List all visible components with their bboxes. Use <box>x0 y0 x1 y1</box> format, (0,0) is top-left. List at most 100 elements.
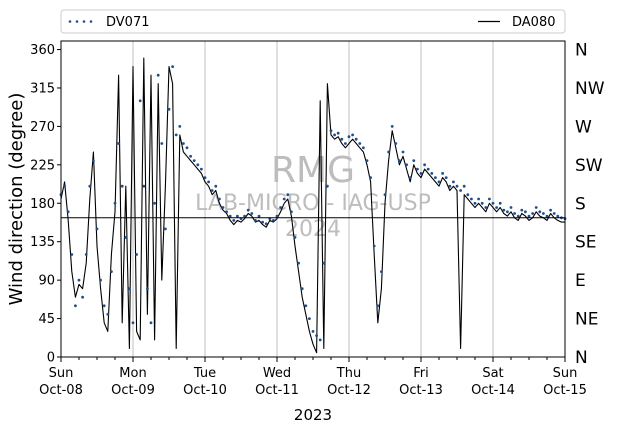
data-point-dv071 <box>124 236 128 239</box>
data-point-dv071 <box>416 167 419 171</box>
data-point-dv071 <box>311 330 315 333</box>
compass-label: S <box>575 194 586 214</box>
data-point-dv071 <box>444 176 448 180</box>
watermark: RMG LAB-MICRO - IAG-USP 2024 <box>195 150 431 242</box>
data-point-dv071 <box>423 163 426 167</box>
data-point-dv071 <box>329 129 333 133</box>
data-point-dv071 <box>362 146 365 150</box>
data-point-dv071 <box>66 210 70 214</box>
data-point-dv071 <box>250 212 254 215</box>
data-point-dv071 <box>120 184 124 188</box>
x-axis-label: 2023 <box>294 406 332 424</box>
y-axis: 0 45 90 135 180 225 270 315 360 <box>30 43 61 366</box>
data-point-dv071 <box>246 208 250 212</box>
data-point-dv071 <box>473 201 477 205</box>
data-point-dv071 <box>488 197 491 201</box>
x-tick-label-date: Oct-14 <box>471 383 515 398</box>
compass-label: SE <box>575 233 597 253</box>
data-point-dv071 <box>354 137 358 141</box>
x-tick-label-day: Sat <box>482 366 503 381</box>
data-point-dv071 <box>106 312 110 316</box>
watermark-subtitle: LAB-MICRO - IAG-USP <box>195 191 431 216</box>
data-point-dv071 <box>138 99 142 103</box>
series-dv071 <box>59 65 567 342</box>
data-point-dv071 <box>376 304 380 308</box>
data-point-dv071 <box>131 321 135 325</box>
y-tick-label: 90 <box>38 274 55 289</box>
x-tick-label-day: Tue <box>193 366 216 381</box>
data-point-dv071 <box>264 222 268 226</box>
compass-label: N <box>575 348 588 368</box>
data-point-dv071 <box>538 210 542 214</box>
data-point-dv071 <box>236 214 239 218</box>
data-point-dv071 <box>516 214 520 218</box>
x-tick-label-day: Thu <box>336 366 361 381</box>
data-point-dv071 <box>160 142 164 145</box>
y-tick-label: 225 <box>30 158 55 173</box>
data-point-dv071 <box>405 163 408 167</box>
data-point-dv071 <box>455 184 459 188</box>
data-point-dv071 <box>491 201 495 205</box>
data-point-dv071 <box>257 214 261 218</box>
y-tick-label: 270 <box>30 120 55 135</box>
x-tick-label-day: Fri <box>413 366 429 381</box>
data-point-dv071 <box>308 317 311 320</box>
data-point-dv071 <box>527 214 531 218</box>
data-point-dv071 <box>462 184 466 188</box>
compass-label: W <box>575 117 592 137</box>
data-point-dv071 <box>347 135 351 139</box>
data-point-dv071 <box>92 159 95 163</box>
data-point-dv071 <box>282 197 286 201</box>
x-tick-label-date: Oct-15 <box>543 383 587 398</box>
x-tick-label-date: Oct-11 <box>255 383 299 398</box>
series-line-da080 <box>60 57 565 354</box>
legend-da080-label: DA080 <box>512 15 556 30</box>
y-tick-label: 45 <box>38 312 55 327</box>
data-point-dv071 <box>506 210 509 214</box>
legend: DV071 DA080 <box>60 9 566 34</box>
data-point-dv071 <box>232 219 236 222</box>
data-point-dv071 <box>77 278 81 282</box>
data-point-dv071 <box>286 193 290 197</box>
data-point-dv071 <box>549 208 552 212</box>
x-tick-label-date: Oct-10 <box>183 383 227 398</box>
data-point-dv071 <box>290 210 293 214</box>
data-point-dv071 <box>556 214 560 218</box>
data-point-dv071 <box>182 142 185 145</box>
data-point-dv071 <box>142 184 146 188</box>
data-point-dv071 <box>524 210 527 214</box>
data-point-dv071 <box>117 142 120 145</box>
data-point-dv071 <box>153 201 157 205</box>
legend-dv071-marker <box>68 20 93 23</box>
compass-label: SW <box>575 156 603 176</box>
data-point-dv071 <box>214 184 218 188</box>
data-point-dv071 <box>110 270 113 273</box>
data-point-dv071 <box>99 278 102 282</box>
compass-label: NE <box>575 310 598 330</box>
data-point-dv071 <box>390 125 394 128</box>
y-tick-label: 0 <box>47 351 55 366</box>
data-point-dv071 <box>513 212 516 215</box>
x-tick-label-date: Oct-09 <box>111 383 155 398</box>
data-point-dv071 <box>88 184 92 188</box>
data-point-dv071 <box>146 287 149 291</box>
data-point-dv071 <box>210 189 214 192</box>
data-point-dv071 <box>509 206 513 209</box>
data-point-dv071 <box>322 261 326 265</box>
data-point-dv071 <box>434 176 437 180</box>
data-point-dv071 <box>542 212 545 215</box>
data-point-dv071 <box>426 167 430 171</box>
data-point-dv071 <box>171 65 175 68</box>
data-point-dv071 <box>203 176 207 180</box>
watermark-title: RMG <box>271 150 355 191</box>
data-point-dv071 <box>448 184 452 188</box>
data-point-dv071 <box>156 73 160 77</box>
data-point-dv071 <box>470 197 473 201</box>
legend-dot <box>68 20 72 23</box>
data-point-dv071 <box>200 167 203 171</box>
data-point-dv071 <box>225 210 229 214</box>
data-point-dv071 <box>358 142 362 145</box>
x-tick-label-date: Oct-12 <box>327 383 371 398</box>
data-point-dv071 <box>495 206 498 209</box>
data-point-dv071 <box>412 159 416 163</box>
